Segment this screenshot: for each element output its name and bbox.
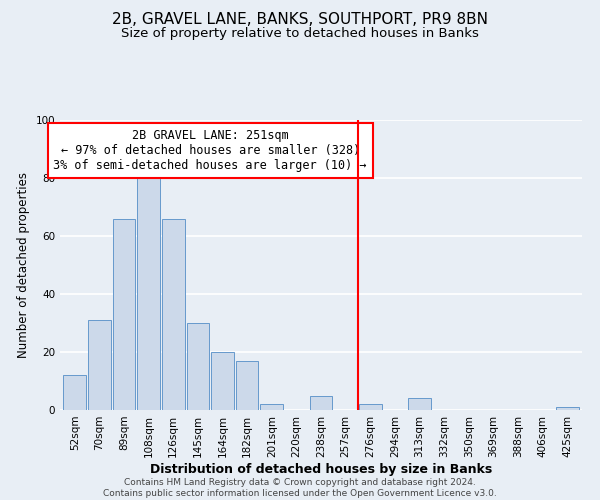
Bar	[260, 404, 283, 410]
Y-axis label: Number of detached properties: Number of detached properties	[17, 172, 30, 358]
Bar	[408, 398, 431, 410]
Bar	[88, 320, 111, 410]
Bar	[359, 404, 382, 410]
Text: 2B GRAVEL LANE: 251sqm
← 97% of detached houses are smaller (328)
3% of semi-det: 2B GRAVEL LANE: 251sqm ← 97% of detached…	[53, 128, 367, 172]
Bar	[162, 218, 185, 410]
Bar	[211, 352, 234, 410]
X-axis label: Distribution of detached houses by size in Banks: Distribution of detached houses by size …	[150, 462, 492, 475]
Text: 2B, GRAVEL LANE, BANKS, SOUTHPORT, PR9 8BN: 2B, GRAVEL LANE, BANKS, SOUTHPORT, PR9 8…	[112, 12, 488, 28]
Bar	[113, 218, 136, 410]
Text: Contains HM Land Registry data © Crown copyright and database right 2024.
Contai: Contains HM Land Registry data © Crown c…	[103, 478, 497, 498]
Bar	[556, 407, 578, 410]
Text: Size of property relative to detached houses in Banks: Size of property relative to detached ho…	[121, 28, 479, 40]
Bar	[64, 375, 86, 410]
Bar	[236, 360, 259, 410]
Bar	[187, 323, 209, 410]
Bar	[310, 396, 332, 410]
Bar	[137, 170, 160, 410]
